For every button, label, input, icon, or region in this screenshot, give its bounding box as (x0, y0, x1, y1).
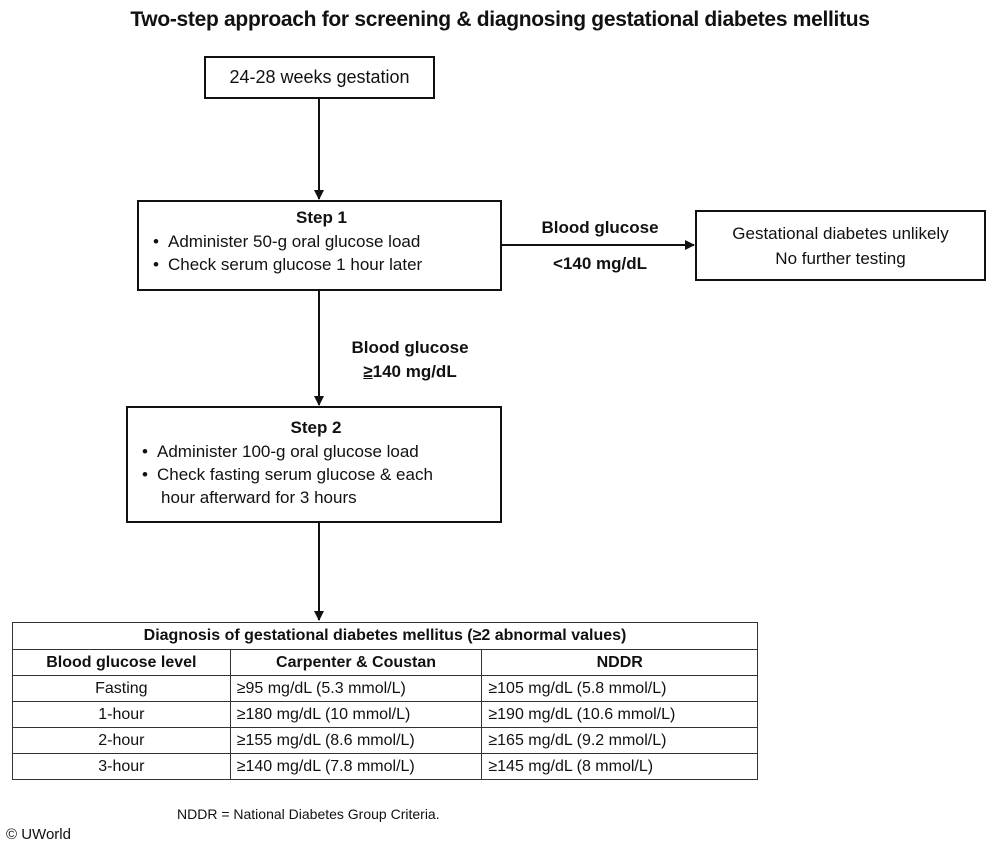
table-row: 3-hour ≥140 mg/dL (7.8 mmol/L) ≥145 mg/d… (12, 753, 758, 780)
table-cell: 3-hour (12, 753, 231, 780)
footnote: NDDR = National Diabetes Group Criteria. (177, 806, 440, 822)
table-cell: ≥155 mg/dL (8.6 mmol/L) (229, 727, 483, 754)
table-cell: ≥145 mg/dL (8 mmol/L) (481, 753, 758, 780)
step2-title: Step 2 (290, 418, 342, 437)
unlikely-line2: No further testing (775, 248, 906, 268)
table-cell: ≥105 mg/dL (5.8 mmol/L) (481, 675, 758, 702)
step2-box: Step 2 • Administer 100-g oral glucose lo… (126, 406, 502, 523)
table-cell: ≥140 mg/dL (7.8 mmol/L) (229, 753, 483, 780)
table-cell: Fasting (12, 675, 231, 702)
unlikely-line1: Gestational diabetes unlikely (732, 223, 949, 243)
table-cell: ≥190 mg/dL (10.6 mmol/L) (481, 701, 758, 728)
table-cell: 2-hour (12, 727, 231, 754)
table-cell: ≥95 mg/dL (5.3 mmol/L) (229, 675, 483, 702)
table-header: Carpenter & Coustan (229, 649, 483, 676)
table-caption: Diagnosis of gestational diabetes mellit… (12, 622, 758, 650)
step1-title: Step 1 (295, 208, 348, 227)
table-cell: 1-hour (12, 701, 231, 728)
step1-bullet: • Check serum glucose 1 hour later (153, 255, 423, 274)
start-box: 24-28 weeks gestation (204, 56, 435, 99)
table-cell: ≥165 mg/dL (9.2 mmol/L) (481, 727, 758, 754)
step1-bullet: • Administer 50-g oral glucose load (153, 232, 421, 251)
start-box-text: 24-28 weeks gestation (229, 67, 410, 87)
high-glucose-label: Blood glucose ≥140 mg/dL (351, 338, 469, 381)
unlikely-box: Gestational diabetes unlikely No further… (695, 210, 986, 281)
diagram-title: Two-step approach for screening & diagno… (130, 8, 870, 31)
step2-bullet: • Administer 100-g oral glucose load (142, 442, 419, 461)
copyright: © UWorld (6, 826, 71, 843)
table-row: 1-hour ≥180 mg/dL (10 mmol/L) ≥190 mg/dL… (12, 701, 758, 728)
table-cell: ≥180 mg/dL (10 mmol/L) (229, 701, 483, 728)
table-header: NDDR (481, 649, 758, 676)
low-glucose-label: Blood glucose <140 mg/dL (541, 218, 659, 273)
step2-bullet: • Check fasting serum glucose & each (142, 465, 433, 484)
table-row: Fasting ≥95 mg/dL (5.3 mmol/L) ≥105 mg/d… (12, 675, 758, 702)
table-row: 2-hour ≥155 mg/dL (8.6 mmol/L) ≥165 mg/d… (12, 727, 758, 754)
diagnosis-criteria-table: Diagnosis of gestational diabetes mellit… (12, 622, 758, 780)
step1-box: Step 1 • Administer 50-g oral glucose loa… (137, 200, 502, 291)
step2-bullet-continued: hour afterward for 3 hours (161, 488, 357, 507)
table-header: Blood glucose level (12, 649, 231, 676)
